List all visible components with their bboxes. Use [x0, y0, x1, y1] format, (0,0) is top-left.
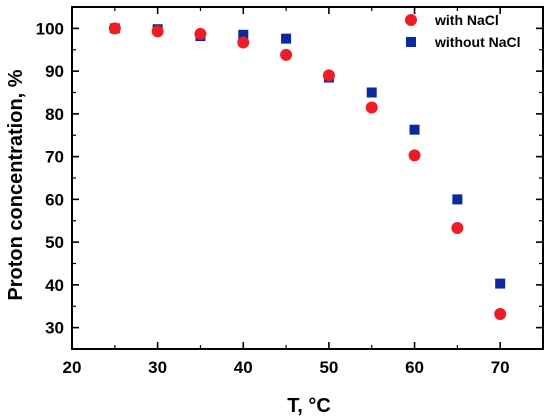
axes — [71, 6, 544, 350]
legend: with NaCl without NaCl — [405, 12, 521, 50]
y-tick-label: 70 — [45, 148, 64, 167]
legend-label-with-nacl: with NaCl — [434, 12, 499, 28]
y-tick-label: 50 — [45, 233, 64, 252]
y-tick-label: 100 — [36, 19, 64, 38]
y-axis-title: Proton concentration, % — [5, 69, 27, 300]
y-tick-label: 90 — [45, 62, 64, 81]
point-with-nacl — [494, 307, 507, 320]
point-with-nacl — [151, 25, 164, 38]
point-with-nacl — [322, 69, 335, 82]
x-tick-label: 40 — [234, 358, 253, 377]
legend-marker-with-nacl — [405, 14, 417, 26]
x-axis-title: T, °C — [287, 395, 331, 417]
legend-marker-without-nacl — [406, 37, 416, 47]
point-without-nacl — [409, 124, 420, 135]
point-with-nacl — [365, 101, 378, 114]
data-points — [108, 22, 507, 320]
y-tick-label: 60 — [45, 190, 64, 209]
legend-label-without-nacl: without NaCl — [434, 34, 521, 50]
point-with-nacl — [280, 48, 293, 61]
point-without-nacl — [452, 194, 463, 205]
point-without-nacl — [366, 87, 377, 98]
x-tick-label: 20 — [63, 358, 82, 377]
point-without-nacl — [495, 278, 506, 289]
y-tick-label: 30 — [45, 319, 64, 338]
point-with-nacl — [237, 36, 250, 49]
point-with-nacl — [451, 222, 464, 235]
x-tick-label: 30 — [148, 358, 167, 377]
y-tick-label: 80 — [45, 105, 64, 124]
x-tick-label: 60 — [405, 358, 424, 377]
y-tick-label: 40 — [45, 276, 64, 295]
point-without-nacl — [281, 33, 292, 44]
plot-frame — [71, 6, 544, 350]
point-without-nacl — [238, 29, 249, 40]
x-tick-label: 50 — [319, 358, 338, 377]
x-tick-label: 70 — [491, 358, 510, 377]
point-with-nacl — [108, 22, 121, 35]
point-with-nacl — [408, 149, 421, 162]
point-with-nacl — [194, 27, 207, 40]
ticks: 20 30 40 50 60 70 30 40 50 60 70 80 90 100 — [36, 7, 543, 377]
